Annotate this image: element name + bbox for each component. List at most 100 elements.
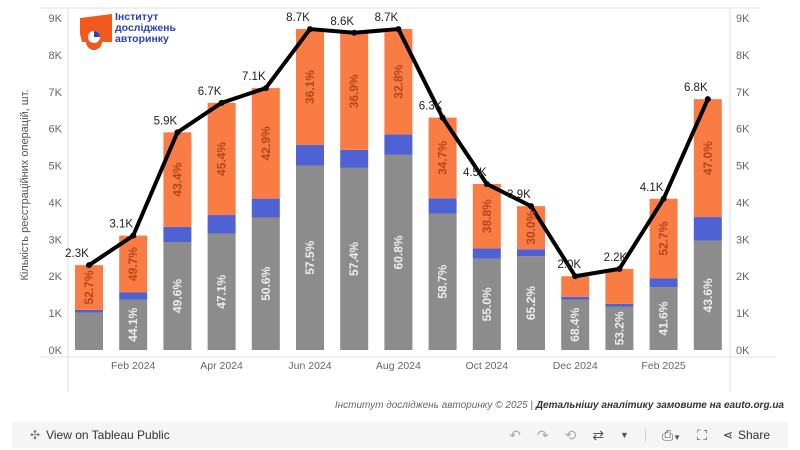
bar-segment-blue xyxy=(649,278,678,288)
credit-link-text[interactable]: Детальнішу аналітику замовите на eauto.o… xyxy=(535,400,784,411)
y-tick-label-right: 6K xyxy=(736,124,750,136)
total-label: 6.8K xyxy=(684,82,708,94)
total-label: 5.9K xyxy=(154,115,178,127)
total-point xyxy=(704,96,711,103)
bar-segment-blue xyxy=(340,149,369,168)
x-tick-label: Feb 2025 xyxy=(641,360,686,372)
total-point xyxy=(351,29,358,36)
view-on-tableau-label: View on Tableau Public xyxy=(46,428,170,442)
bar-segment-gray xyxy=(251,217,280,350)
segment-label-orange: 45.4% xyxy=(215,142,229,176)
total-label: 2.0K xyxy=(557,259,581,271)
segment-label-gray: 43.6% xyxy=(701,278,715,312)
segment-label-orange: 30.0% xyxy=(524,210,538,244)
tableau-icon: ✣ xyxy=(30,428,41,442)
y-axis-title: Кількість реєстраційних операцій, шт. xyxy=(19,90,31,281)
bar-segment-gray xyxy=(517,256,545,350)
total-label: 4.5K xyxy=(463,167,487,179)
x-tick-label: Oct 2024 xyxy=(465,360,508,372)
refresh-icon[interactable]: ⇄ xyxy=(592,426,605,443)
bar-segment-gray xyxy=(693,240,722,350)
fullscreen-icon[interactable]: ⛶ xyxy=(697,426,707,443)
logo-icon xyxy=(80,14,112,50)
segment-label-orange: 38.8% xyxy=(480,199,494,233)
segment-label-gray: 41.6% xyxy=(657,301,671,335)
y-tick-label-left: 0K xyxy=(49,345,63,357)
bar-segment-gray xyxy=(119,299,148,350)
total-point xyxy=(483,181,490,187)
logo-line-2: досліджень xyxy=(115,22,176,34)
total-label: 8.7K xyxy=(375,12,399,24)
logo-line-1: Інститут xyxy=(115,11,159,23)
share-button[interactable]: ⋖ Share xyxy=(723,428,770,442)
total-label: 2.3K xyxy=(65,248,89,260)
bar-segment-gray xyxy=(561,299,590,350)
bar-segment-gray xyxy=(384,154,413,350)
y-tick-label-right: 9K xyxy=(736,13,750,25)
segment-label-orange: 36.9% xyxy=(347,74,361,108)
toolbar-divider xyxy=(644,429,646,441)
total-label: 6.3K xyxy=(419,101,443,113)
x-tick-label: Aug 2024 xyxy=(376,360,421,372)
segment-label-orange: 52.7% xyxy=(82,270,96,304)
bar-segment-gray xyxy=(428,213,457,350)
bar-segment-gray xyxy=(649,287,678,350)
revert-icon[interactable]: ⟲ xyxy=(564,426,577,443)
undo-icon[interactable]: ↶ xyxy=(509,426,521,443)
segment-label-gray: 49.6% xyxy=(170,279,184,313)
tableau-toolbar: ✣ View on Tableau Public ↶ ↷ ⟲ ⇄ ▼ ⎙▼ ⛶ … xyxy=(12,422,788,448)
bar-segment-blue xyxy=(207,215,236,234)
total-point xyxy=(528,203,534,210)
segment-label-orange: 43.4% xyxy=(170,162,184,196)
bar-segment-gray xyxy=(75,312,103,350)
segment-label-gray: 60.8% xyxy=(391,235,405,269)
y-tick-label-left: 7K xyxy=(49,87,63,99)
total-label: 8.6K xyxy=(330,16,354,28)
y-tick-label-right: 3K xyxy=(736,234,750,246)
total-label: 6.7K xyxy=(198,86,222,98)
segment-label-gray: 47.1% xyxy=(215,274,229,308)
bar-segment-blue xyxy=(517,249,545,257)
bar-segment-blue xyxy=(428,198,457,214)
bar-segment-blue xyxy=(384,134,413,155)
bar-segment-gray xyxy=(163,242,192,350)
bar-segment-blue xyxy=(119,292,148,300)
bar-segment-orange xyxy=(119,235,148,293)
y-tick-label-right: 8K xyxy=(736,50,750,62)
y-tick-label-right: 0K xyxy=(736,345,750,357)
bar-segment-blue xyxy=(561,296,590,300)
credit-text: Інститут досліджень авторинку © 2025 | xyxy=(334,400,536,411)
total-point xyxy=(572,273,579,280)
bar-segment-blue xyxy=(296,144,324,166)
total-point xyxy=(86,262,92,269)
dropdown-icon[interactable]: ▼ xyxy=(620,430,629,440)
y-tick-label-right: 7K xyxy=(736,87,750,99)
segment-label-gray: 55.0% xyxy=(480,287,494,321)
total-label: 3.1K xyxy=(109,219,133,231)
y-tick-label-right: 5K xyxy=(736,161,750,173)
bar-segment-orange xyxy=(605,268,634,304)
footer-credit: Інститут досліджень авторинку © 2025 | Д… xyxy=(335,400,784,411)
bar-segment-orange xyxy=(472,184,501,249)
bar-segment-gray xyxy=(296,165,324,350)
bar-segment-orange xyxy=(207,102,236,216)
share-label: Share xyxy=(737,428,770,442)
view-on-tableau-button[interactable]: ✣ View on Tableau Public xyxy=(30,428,170,442)
total-point xyxy=(130,232,137,239)
bar-segment-orange xyxy=(561,276,590,297)
bar-segment-orange xyxy=(340,32,369,150)
bar-segment-blue xyxy=(472,248,501,259)
bar-segment-orange xyxy=(163,132,192,227)
y-tick-label-left: 4K xyxy=(49,197,63,209)
download-icon[interactable]: ⎙▼ xyxy=(661,426,682,443)
y-tick-label-left: 6K xyxy=(49,124,63,136)
bar-segment-blue xyxy=(163,226,192,243)
total-label: 8.7K xyxy=(286,12,310,24)
y-tick-label-left: 5K xyxy=(49,161,63,173)
segment-label-orange: 47.0% xyxy=(701,141,715,175)
segment-label-orange: 36.1% xyxy=(303,70,317,104)
bar-segment-orange xyxy=(296,29,324,145)
redo-icon[interactable]: ↷ xyxy=(536,426,549,443)
segment-label-gray: 68.4% xyxy=(568,307,582,341)
segment-label-orange: 52.7% xyxy=(657,221,671,255)
